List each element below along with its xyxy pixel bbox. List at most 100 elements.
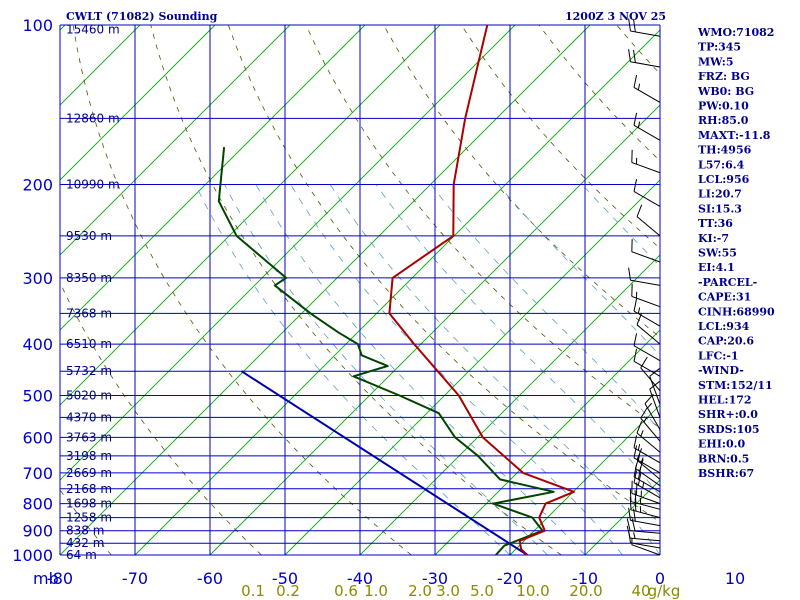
height-label: 4370 m [66,410,112,424]
stat-line: BSHR:67 [698,467,754,480]
pressure-tick-label: 800 [22,495,53,514]
wind-barb-flag [628,18,631,32]
wind-barb [633,435,661,464]
height-label: 1698 m [66,497,112,511]
skewed-isotherm [134,29,660,555]
temperature-tick-label: -40 [347,569,373,588]
mixing-ratio-label: 5.0 [470,582,494,600]
stat-line: EI:4.1 [698,261,735,274]
wind-barb-flag [633,470,638,483]
wind-barb-flag [634,490,637,503]
height-label: 6510 m [66,337,112,351]
pressure-tick-label: 200 [22,176,53,195]
stat-line: LCL:956 [698,173,750,186]
dewpoint-line [217,147,555,555]
moist-adiabat [255,184,586,555]
stat-line: CAPE:31 [698,291,751,304]
stat-line: SI:15.3 [698,202,742,215]
wind-barb-half-flag [637,121,641,128]
stat-line: -WIND- [698,364,744,377]
wind-barb-half-flag [640,430,644,437]
wind-barb-flag [633,74,638,88]
mixing-ratio-label: 0.6 [334,582,358,600]
moist-adiabat [224,184,548,555]
skewed-isotherm [209,104,660,555]
height-label: 5020 m [66,388,112,402]
temperature-line [388,25,575,555]
skewed-isotherm [60,25,291,256]
height-label: 432 m [66,536,104,550]
height-label: 15460 m [66,23,120,37]
stat-line: PW:0.10 [698,100,749,113]
pressure-tick-label: 700 [22,464,53,483]
wind-barb-shaft [640,367,661,392]
height-label: 1258 m [66,511,112,525]
stat-line: L57:6.4 [698,158,745,171]
skewed-isotherm [60,25,216,181]
stat-line: SW:55 [698,247,737,260]
wind-barb [633,333,661,362]
skewed-isotherm [509,404,660,555]
wind-barb-flag [633,178,638,192]
skewed-isotherm [284,179,660,555]
wind-barb-flag [636,421,643,434]
stat-line: WB0: BG [697,85,754,98]
pressure-tick-label: 900 [22,522,53,541]
temperature-tick-label: 0 [655,569,665,588]
pressure-tick-label: 600 [22,428,53,447]
dry-adiabat [538,25,660,162]
wind-barb-flag [633,19,636,32]
stat-line: CAP:20.6 [698,335,754,348]
stat-line: STM:152/11 [698,379,773,392]
wind-barb [633,298,661,327]
height-label: 838 m [66,524,104,538]
wind-barb [640,356,661,392]
stat-line: LI:20.7 [698,188,742,201]
pressure-tick-label: 500 [22,386,53,405]
wind-barb [633,74,661,103]
temperature-tick-label: -80 [47,569,73,588]
moist-adiabat [581,184,660,267]
stat-line: -PARCEL- [698,276,757,289]
pressure-tick-label: 100 [22,16,53,35]
stat-line: MW:5 [698,55,734,68]
temperature-tick-label: 10 [725,569,745,588]
skewed-isotherm-grid [60,25,660,555]
wind-barb [649,380,661,418]
wind-barb-flag [629,488,632,502]
wind-barb-shaft [631,251,661,263]
mixing-ratio-label: 2.0 [408,582,432,600]
wind-barb [636,204,661,237]
pressure-unit-label: mb [33,569,59,588]
dry-adiabat [772,25,800,555]
stat-line: LCL:934 [698,320,750,333]
wind-barb-shaft [633,191,661,207]
height-label: 7368 m [66,306,112,320]
temperature-tick-label: -10 [572,569,598,588]
chart-datetime: 1200Z 3 NOV 25 [565,10,666,23]
wind-barb [631,149,661,174]
stat-line: BRN:0.5 [698,452,749,465]
stat-line: SHR+:0.0 [698,408,758,421]
moist-adiabat [290,184,623,555]
wind-barb [633,178,661,207]
mixing-ratio-label: 3.0 [436,582,460,600]
stat-line: FRZ: BG [698,70,750,83]
temperature-tick-label: -70 [122,569,148,588]
wind-barb [640,407,661,442]
wind-barb-flag [628,507,631,521]
wind-barb-flag [628,267,631,281]
wind-barb-flag [626,525,631,539]
height-label: 5732 m [66,364,112,378]
wind-barb [633,470,661,499]
wind-barb [633,445,661,474]
height-label: 3198 m [66,449,112,463]
skewed-isotherm [60,25,441,406]
wind-barb-shaft [631,544,661,556]
pressure-tick-label: 1000 [12,546,53,565]
skewed-isotherm [584,479,660,555]
wind-barb [636,312,661,345]
wind-barb-shaft [633,345,661,362]
